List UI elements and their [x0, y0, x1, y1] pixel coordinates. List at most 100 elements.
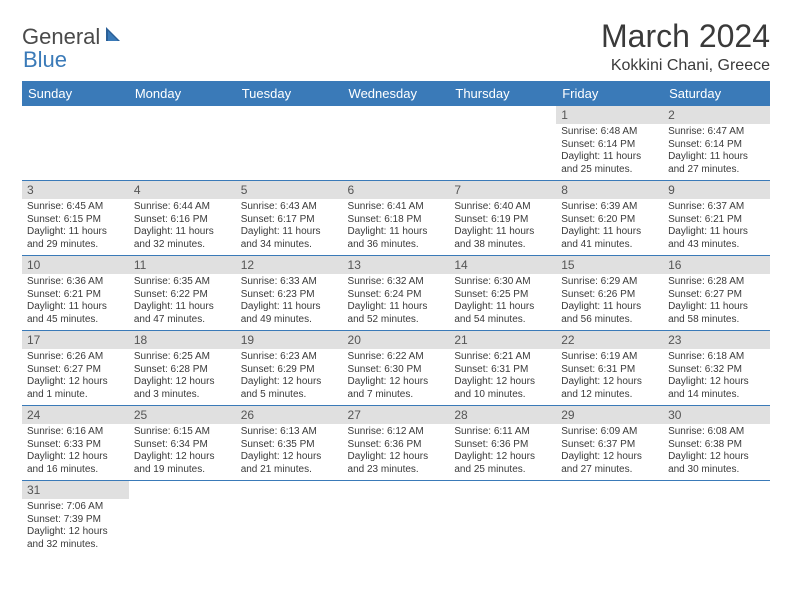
calendar-cell: 7Sunrise: 6:40 AMSunset: 6:19 PMDaylight…	[449, 181, 556, 256]
day-number: 7	[449, 181, 556, 199]
day-info: Sunrise: 6:12 AMSunset: 6:36 PMDaylight:…	[343, 424, 450, 480]
day-info: Sunrise: 7:06 AMSunset: 7:39 PMDaylight:…	[22, 499, 129, 555]
calendar-cell	[343, 481, 450, 556]
day-number: 17	[22, 331, 129, 349]
day-number: 31	[22, 481, 129, 499]
calendar-week-row: 3Sunrise: 6:45 AMSunset: 6:15 PMDaylight…	[22, 181, 770, 256]
calendar-cell: 3Sunrise: 6:45 AMSunset: 6:15 PMDaylight…	[22, 181, 129, 256]
day-info: Sunrise: 6:21 AMSunset: 6:31 PMDaylight:…	[449, 349, 556, 405]
day-info: Sunrise: 6:22 AMSunset: 6:30 PMDaylight:…	[343, 349, 450, 405]
day-info: Sunrise: 6:32 AMSunset: 6:24 PMDaylight:…	[343, 274, 450, 330]
calendar-cell: 10Sunrise: 6:36 AMSunset: 6:21 PMDayligh…	[22, 256, 129, 331]
calendar-cell: 12Sunrise: 6:33 AMSunset: 6:23 PMDayligh…	[236, 256, 343, 331]
calendar-cell: 28Sunrise: 6:11 AMSunset: 6:36 PMDayligh…	[449, 406, 556, 481]
day-info: Sunrise: 6:16 AMSunset: 6:33 PMDaylight:…	[22, 424, 129, 480]
calendar-cell: 4Sunrise: 6:44 AMSunset: 6:16 PMDaylight…	[129, 181, 236, 256]
calendar-week-row: 10Sunrise: 6:36 AMSunset: 6:21 PMDayligh…	[22, 256, 770, 331]
day-number: 10	[22, 256, 129, 274]
calendar-cell	[22, 106, 129, 181]
location: Kokkini Chani, Greece	[601, 57, 770, 75]
calendar-cell	[129, 106, 236, 181]
calendar-cell	[129, 481, 236, 556]
calendar-cell	[236, 481, 343, 556]
day-number: 22	[556, 331, 663, 349]
day-info: Sunrise: 6:28 AMSunset: 6:27 PMDaylight:…	[663, 274, 770, 330]
calendar-cell: 20Sunrise: 6:22 AMSunset: 6:30 PMDayligh…	[343, 331, 450, 406]
day-number: 20	[343, 331, 450, 349]
day-info: Sunrise: 6:48 AMSunset: 6:14 PMDaylight:…	[556, 124, 663, 180]
day-number: 14	[449, 256, 556, 274]
day-number: 15	[556, 256, 663, 274]
day-info: Sunrise: 6:30 AMSunset: 6:25 PMDaylight:…	[449, 274, 556, 330]
day-info: Sunrise: 6:11 AMSunset: 6:36 PMDaylight:…	[449, 424, 556, 480]
calendar-table: SundayMondayTuesdayWednesdayThursdayFrid…	[22, 81, 770, 555]
day-info: Sunrise: 6:41 AMSunset: 6:18 PMDaylight:…	[343, 199, 450, 255]
calendar-cell: 15Sunrise: 6:29 AMSunset: 6:26 PMDayligh…	[556, 256, 663, 331]
calendar-cell: 9Sunrise: 6:37 AMSunset: 6:21 PMDaylight…	[663, 181, 770, 256]
calendar-cell: 31Sunrise: 7:06 AMSunset: 7:39 PMDayligh…	[22, 481, 129, 556]
calendar-week-row: 1Sunrise: 6:48 AMSunset: 6:14 PMDaylight…	[22, 106, 770, 181]
day-info: Sunrise: 6:43 AMSunset: 6:17 PMDaylight:…	[236, 199, 343, 255]
day-info: Sunrise: 6:26 AMSunset: 6:27 PMDaylight:…	[22, 349, 129, 405]
calendar-week-row: 24Sunrise: 6:16 AMSunset: 6:33 PMDayligh…	[22, 406, 770, 481]
day-info: Sunrise: 6:36 AMSunset: 6:21 PMDaylight:…	[22, 274, 129, 330]
day-info: Sunrise: 6:08 AMSunset: 6:38 PMDaylight:…	[663, 424, 770, 480]
title-block: March 2024 Kokkini Chani, Greece	[601, 18, 770, 75]
day-header: Thursday	[449, 81, 556, 106]
logo-sail-icon	[104, 25, 126, 50]
logo: General	[22, 18, 128, 50]
calendar-cell: 5Sunrise: 6:43 AMSunset: 6:17 PMDaylight…	[236, 181, 343, 256]
calendar-cell: 27Sunrise: 6:12 AMSunset: 6:36 PMDayligh…	[343, 406, 450, 481]
day-info: Sunrise: 6:09 AMSunset: 6:37 PMDaylight:…	[556, 424, 663, 480]
calendar-cell: 11Sunrise: 6:35 AMSunset: 6:22 PMDayligh…	[129, 256, 236, 331]
day-number: 3	[22, 181, 129, 199]
calendar-cell	[449, 481, 556, 556]
calendar-header-row: SundayMondayTuesdayWednesdayThursdayFrid…	[22, 81, 770, 106]
day-number: 9	[663, 181, 770, 199]
calendar-cell	[449, 106, 556, 181]
calendar-cell: 23Sunrise: 6:18 AMSunset: 6:32 PMDayligh…	[663, 331, 770, 406]
logo-text-sub: Blue	[23, 47, 67, 72]
day-info: Sunrise: 6:25 AMSunset: 6:28 PMDaylight:…	[129, 349, 236, 405]
day-number: 28	[449, 406, 556, 424]
day-info: Sunrise: 6:44 AMSunset: 6:16 PMDaylight:…	[129, 199, 236, 255]
calendar-cell: 6Sunrise: 6:41 AMSunset: 6:18 PMDaylight…	[343, 181, 450, 256]
day-info: Sunrise: 6:33 AMSunset: 6:23 PMDaylight:…	[236, 274, 343, 330]
day-header: Wednesday	[343, 81, 450, 106]
calendar-cell	[556, 481, 663, 556]
day-info: Sunrise: 6:19 AMSunset: 6:31 PMDaylight:…	[556, 349, 663, 405]
calendar-cell: 29Sunrise: 6:09 AMSunset: 6:37 PMDayligh…	[556, 406, 663, 481]
day-number: 30	[663, 406, 770, 424]
calendar-cell: 21Sunrise: 6:21 AMSunset: 6:31 PMDayligh…	[449, 331, 556, 406]
day-header: Sunday	[22, 81, 129, 106]
day-number: 8	[556, 181, 663, 199]
calendar-cell: 2Sunrise: 6:47 AMSunset: 6:14 PMDaylight…	[663, 106, 770, 181]
day-number: 19	[236, 331, 343, 349]
day-info: Sunrise: 6:18 AMSunset: 6:32 PMDaylight:…	[663, 349, 770, 405]
day-info: Sunrise: 6:40 AMSunset: 6:19 PMDaylight:…	[449, 199, 556, 255]
day-header: Friday	[556, 81, 663, 106]
calendar-cell: 30Sunrise: 6:08 AMSunset: 6:38 PMDayligh…	[663, 406, 770, 481]
day-number: 25	[129, 406, 236, 424]
day-number: 1	[556, 106, 663, 124]
calendar-body: 1Sunrise: 6:48 AMSunset: 6:14 PMDaylight…	[22, 106, 770, 555]
calendar-cell: 24Sunrise: 6:16 AMSunset: 6:33 PMDayligh…	[22, 406, 129, 481]
day-number: 23	[663, 331, 770, 349]
day-number: 27	[343, 406, 450, 424]
day-number: 2	[663, 106, 770, 124]
calendar-week-row: 17Sunrise: 6:26 AMSunset: 6:27 PMDayligh…	[22, 331, 770, 406]
calendar-cell	[236, 106, 343, 181]
calendar-cell: 22Sunrise: 6:19 AMSunset: 6:31 PMDayligh…	[556, 331, 663, 406]
day-number: 16	[663, 256, 770, 274]
day-number: 29	[556, 406, 663, 424]
header: General March 2024 Kokkini Chani, Greece	[22, 18, 770, 75]
calendar-cell: 16Sunrise: 6:28 AMSunset: 6:27 PMDayligh…	[663, 256, 770, 331]
day-number: 6	[343, 181, 450, 199]
calendar-cell: 19Sunrise: 6:23 AMSunset: 6:29 PMDayligh…	[236, 331, 343, 406]
day-info: Sunrise: 6:35 AMSunset: 6:22 PMDaylight:…	[129, 274, 236, 330]
calendar-cell: 25Sunrise: 6:15 AMSunset: 6:34 PMDayligh…	[129, 406, 236, 481]
month-title: March 2024	[601, 18, 770, 55]
day-number: 26	[236, 406, 343, 424]
day-number: 24	[22, 406, 129, 424]
calendar-cell: 17Sunrise: 6:26 AMSunset: 6:27 PMDayligh…	[22, 331, 129, 406]
